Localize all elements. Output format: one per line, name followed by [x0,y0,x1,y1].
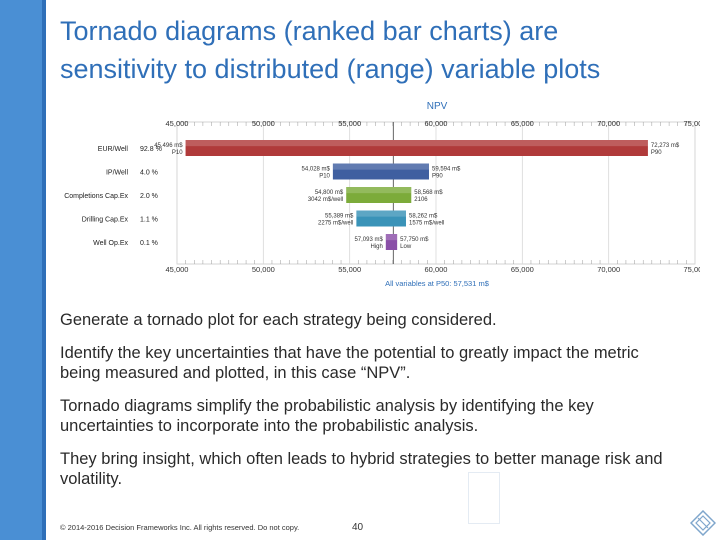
category-label: EUR/Well [98,146,129,153]
category-label: IP/Well [106,170,128,177]
bar-high-case-label: Low [400,244,412,250]
x-tick-label-bottom: 55,000 [338,265,361,274]
bar-high-case-label: P90 [651,150,662,156]
bar-low-value-label: 55,389 m$ [325,214,354,220]
chart-axis-ticks: 45,000 45,000 50,000 50,000 55,000 55,000 60,0… [166,119,700,274]
chart-title: NPV [427,101,448,112]
left-accent-bar [0,0,42,540]
bar-low-value-label: 57,093 m$ [354,237,383,243]
decorative-frame [468,472,500,524]
x-tick-label-top: 45,000 [166,119,189,128]
tornado-bar [385,234,398,250]
bullet-4: They bring insight, which often leads to… [60,450,663,488]
bullet-1: Generate a tornado plot for each strateg… [60,311,497,329]
x-tick-label-top: 70,000 [597,119,620,128]
bar-high-value-label: 58,262 m$ [409,214,438,220]
left-accent-stripe [42,0,46,540]
bullet-2: Identify the key uncertainties that have… [60,344,639,382]
tornado-bar [185,140,648,156]
bar-low-case-label: 2275 m$/well [318,221,353,227]
bar-low-value-label: 45,496 m$ [154,143,183,149]
category-percent: 4.0 % [140,170,158,177]
bar-high-case-label: 2106 [414,197,428,203]
tornado-bar-sheen [356,210,406,217]
x-tick-label-bottom: 75,000 [684,265,700,274]
bar-low-case-label: 3042 m$/well [308,197,343,203]
x-tick-label-top: 65,000 [511,119,534,128]
category-label: Completions Cap.Ex [64,193,128,200]
tornado-bar-sheen [332,163,429,170]
x-tick-label-top: 50,000 [252,119,275,128]
page-number: 40 [352,522,364,533]
bar-low-value-label: 54,800 m$ [315,190,344,196]
tornado-bar [332,163,429,180]
slide-title-line-1: Tornado diagrams (ranked bar charts) are [60,16,559,46]
tornado-bar-sheen [385,234,398,241]
x-tick-label-top: 75,000 [684,119,700,128]
x-tick-label-bottom: 45,000 [166,265,189,274]
diamond-logo-icon [690,510,716,536]
category-label: Well Op.Ex [93,240,128,247]
x-tick-label-bottom: 70,000 [597,265,620,274]
tornado-bar-sheen [346,187,412,194]
slide-title: Tornado diagrams (ranked bar charts) are… [60,12,710,88]
bar-low-case-label: P10 [172,150,183,156]
bullet-3: Tornado diagrams simplify the probabilis… [60,397,594,435]
x-tick-label-top: 55,000 [338,119,361,128]
bar-low-case-label: High [370,244,382,250]
slide-title-line-2: sensitivity to distributed (range) varia… [60,54,601,84]
bar-low-value-label: 54,028 m$ [302,167,331,173]
bar-high-case-label: P90 [432,174,443,180]
copyright-footer: © 2014-2016 Decision Frameworks Inc. All… [60,523,300,532]
bar-high-case-label: 1575 m$/well [409,221,444,227]
x-tick-label-top: 60,000 [425,119,448,128]
category-percent: 0.1 % [140,240,158,247]
bar-high-value-label: 57,750 m$ [400,237,429,243]
chart-categories: EUR/Well 92.8 % IP/Well 4.0 % Completions Ca… [64,146,162,247]
tornado-bar-sheen [185,140,648,147]
bar-high-value-label: 72,273 m$ [651,143,680,149]
category-label: Drilling Cap.Ex [82,217,129,224]
x-tick-label-bottom: 60,000 [425,265,448,274]
bar-high-value-label: 59,594 m$ [432,167,461,173]
x-tick-label-bottom: 50,000 [252,265,275,274]
category-percent: 2.0 % [140,193,158,200]
bar-low-case-label: P10 [319,174,330,180]
tornado-bar [356,210,406,227]
tornado-bar [346,187,412,203]
bar-high-value-label: 58,568 m$ [414,190,443,196]
tornado-chart: NPV 45,000 45,000 50,000 50,000 55,000 55,000… [64,101,700,288]
x-tick-label-bottom: 65,000 [511,265,534,274]
bullet-list: Generate a tornado plot for each strateg… [60,310,680,502]
chart-footnote: All variables at P50: 57,531 m$ [385,279,490,288]
category-percent: 92.8 % [140,146,162,153]
category-percent: 1.1 % [140,217,158,224]
